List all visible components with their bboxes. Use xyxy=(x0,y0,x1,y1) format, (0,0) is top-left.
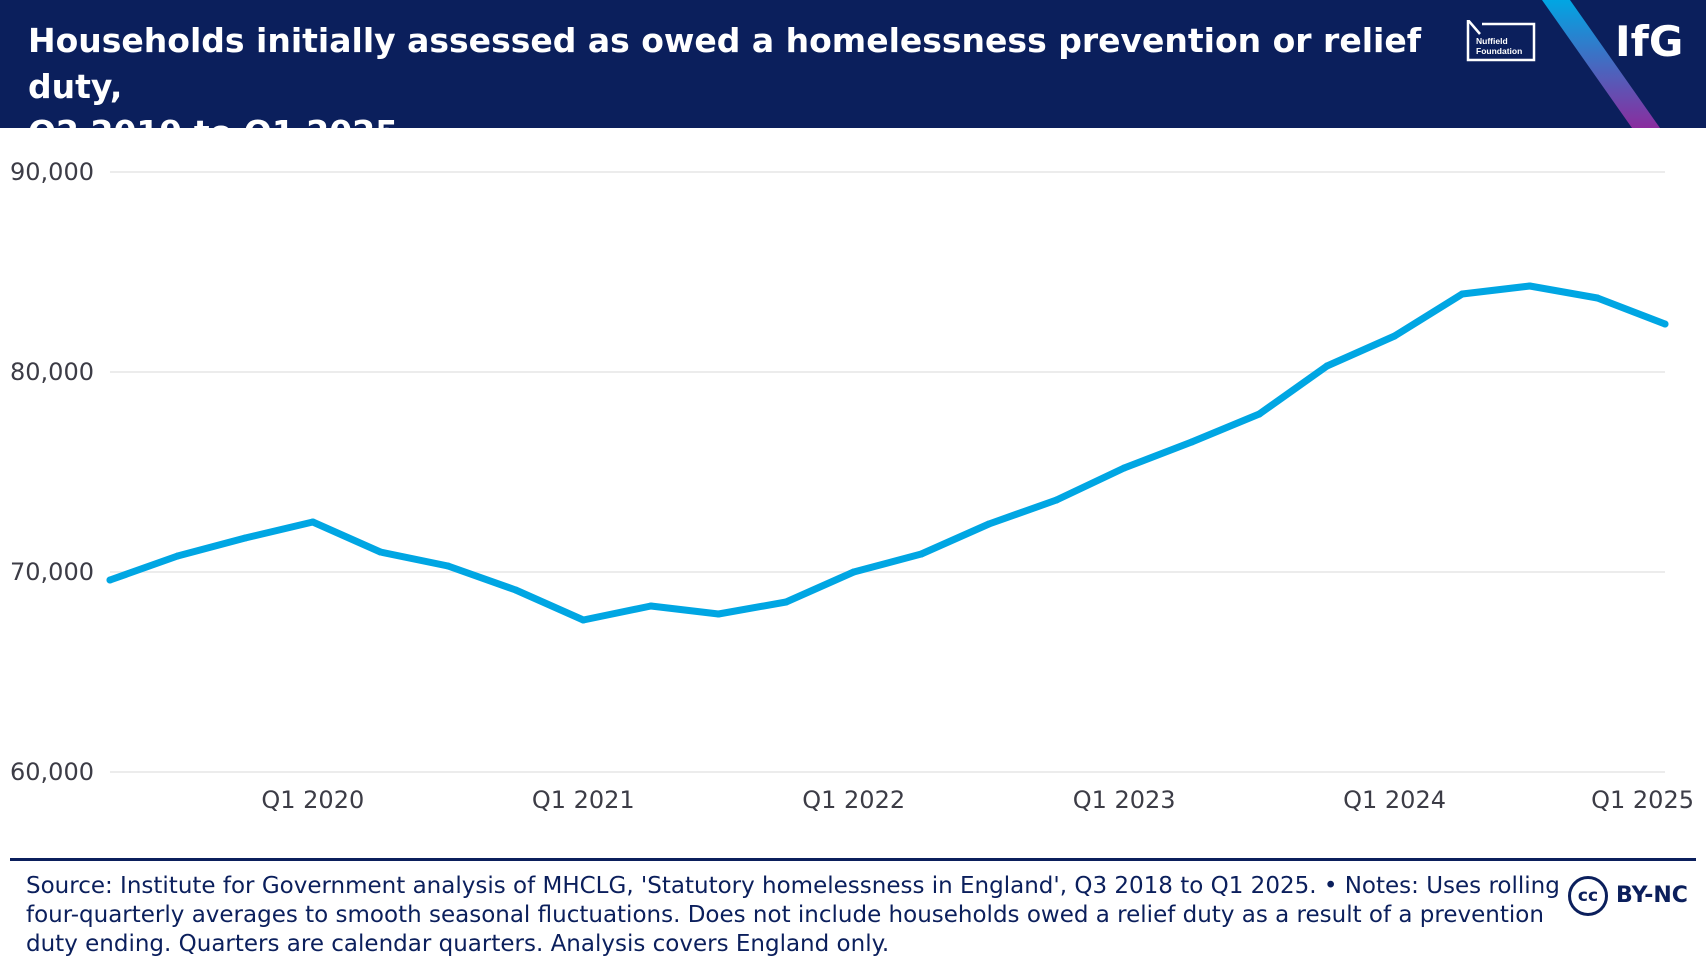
data-point[interactable] xyxy=(1053,496,1061,504)
y-tick-label: 80,000 xyxy=(10,358,94,386)
gridlines xyxy=(110,171,1665,773)
license-text: BY-NC xyxy=(1616,883,1688,908)
data-point[interactable] xyxy=(714,610,722,618)
data-point[interactable] xyxy=(1188,438,1196,446)
data-point[interactable] xyxy=(174,552,182,560)
data-point[interactable] xyxy=(1593,294,1601,302)
nuffield-foundation-logo: Nuffield Foundation xyxy=(1466,20,1536,62)
data-point[interactable] xyxy=(309,518,317,526)
data-point[interactable] xyxy=(1526,282,1534,290)
data-point[interactable] xyxy=(1120,464,1128,472)
data-point[interactable] xyxy=(444,562,452,570)
x-tick-label: Q1 2022 xyxy=(802,786,905,814)
data-point[interactable] xyxy=(1391,332,1399,340)
x-tick-label: Q1 2023 xyxy=(1073,786,1176,814)
x-tick-label: Q1 2020 xyxy=(261,786,364,814)
title-line-1: Households initially assessed as owed a … xyxy=(28,21,1422,106)
data-point[interactable] xyxy=(850,568,858,576)
data-point[interactable] xyxy=(647,602,655,610)
x-tick-label: Q1 2024 xyxy=(1343,786,1446,814)
x-tick-label: Q1 2021 xyxy=(532,786,635,814)
y-axis-ticks: 60,000 70,000 80,000 90,000 xyxy=(10,158,94,786)
series-line xyxy=(106,282,1669,624)
data-point[interactable] xyxy=(917,550,925,558)
license-badge[interactable]: cc BY-NC xyxy=(1568,876,1698,916)
creative-commons-icon: cc xyxy=(1568,876,1608,916)
x-tick-label: Q1 2025 xyxy=(1591,786,1694,814)
data-point[interactable] xyxy=(1255,410,1263,418)
chart-title: Households initially assessed as owed a … xyxy=(28,18,1428,128)
y-tick-label: 70,000 xyxy=(10,558,94,586)
nuffield-line-2: Foundation xyxy=(1476,46,1522,56)
source-notes: Source: Institute for Government analysi… xyxy=(26,873,1560,957)
y-tick-label: 90,000 xyxy=(10,158,94,186)
data-point[interactable] xyxy=(376,548,384,556)
data-point[interactable] xyxy=(1323,362,1331,370)
nuffield-line-1: Nuffield xyxy=(1476,36,1508,46)
chart-header: Households initially assessed as owed a … xyxy=(0,0,1706,128)
footer-divider xyxy=(10,858,1696,861)
data-point[interactable] xyxy=(512,586,520,594)
series-layer xyxy=(106,282,1669,624)
x-axis-ticks: Q1 2020 Q1 2021 Q1 2022 Q1 2023 Q1 2024 Q1 20… xyxy=(261,786,1694,814)
decorative-stripe xyxy=(1542,0,1660,128)
data-point[interactable] xyxy=(985,520,993,528)
data-point[interactable] xyxy=(1458,290,1466,298)
data-point[interactable] xyxy=(782,598,790,606)
data-point[interactable] xyxy=(579,616,587,624)
title-line-2: Q2 2019 to Q1 2025 xyxy=(28,110,1428,128)
y-tick-label: 60,000 xyxy=(10,758,94,786)
data-point[interactable] xyxy=(241,534,249,542)
ifg-logo: IfG xyxy=(1615,17,1684,66)
data-point[interactable] xyxy=(106,576,114,584)
data-point[interactable] xyxy=(1661,320,1669,328)
